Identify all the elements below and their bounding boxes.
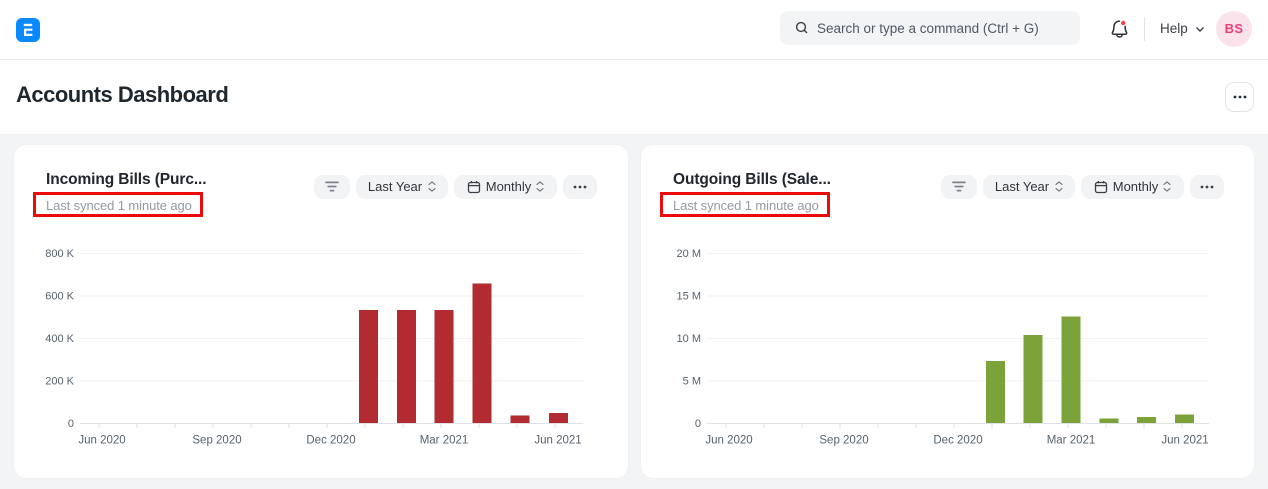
svg-text:200 K: 200 K [45, 376, 74, 388]
svg-text:0: 0 [68, 418, 74, 430]
svg-text:600 K: 600 K [45, 291, 74, 303]
svg-text:Dec 2020: Dec 2020 [933, 435, 982, 447]
svg-text:400 K: 400 K [45, 333, 74, 345]
svg-text:20 M: 20 M [677, 248, 701, 260]
svg-text:Jun 2021: Jun 2021 [1161, 435, 1208, 447]
svg-text:Mar 2021: Mar 2021 [1047, 435, 1096, 447]
svg-text:Mar 2021: Mar 2021 [420, 435, 469, 447]
svg-text:0: 0 [695, 418, 701, 430]
svg-text:10 M: 10 M [677, 333, 701, 345]
svg-text:800 K: 800 K [45, 248, 74, 260]
svg-text:Jun 2021: Jun 2021 [534, 435, 581, 447]
svg-text:Jun 2020: Jun 2020 [78, 435, 125, 447]
svg-text:Sep 2020: Sep 2020 [192, 435, 241, 447]
svg-text:5 M: 5 M [683, 376, 701, 388]
svg-text:Sep 2020: Sep 2020 [819, 435, 868, 447]
svg-text:Jun 2020: Jun 2020 [705, 435, 752, 447]
svg-text:15 M: 15 M [677, 291, 701, 303]
svg-text:Dec 2020: Dec 2020 [306, 435, 355, 447]
